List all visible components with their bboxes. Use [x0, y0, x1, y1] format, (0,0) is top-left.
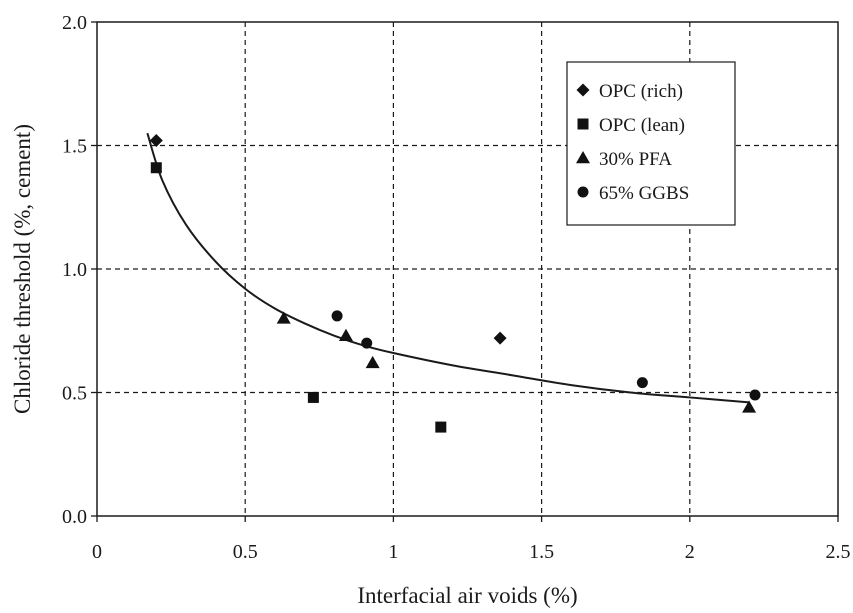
data-point-opc-rich — [149, 134, 163, 148]
data-point-65-ggbs — [361, 337, 373, 349]
legend-box — [566, 61, 736, 226]
y-tick-label: 1.5 — [62, 136, 87, 158]
y-axis-title: Chloride threshold (%, cement) — [10, 124, 35, 414]
x-tick-label: 1.5 — [529, 541, 554, 563]
legend-marker — [576, 151, 590, 164]
legend-label: OPC (rich) — [599, 81, 683, 102]
x-tick-label: 0.5 — [233, 541, 258, 563]
data-point-opc-lean — [150, 162, 162, 174]
y-tick-label: 1.0 — [62, 259, 87, 281]
y-tick-label: 0.0 — [62, 506, 87, 528]
legend-label: 30% PFA — [599, 149, 672, 170]
legend: OPC (rich) OPC (lean) 30% PFA 65% GGBS — [566, 61, 736, 226]
data-point-opc-lean — [435, 421, 447, 433]
data-point-30-pfa — [276, 311, 291, 324]
legend-label: 65% GGBS — [599, 183, 689, 204]
x-tick-label: 0 — [92, 541, 102, 563]
data-points — [149, 134, 761, 433]
legend-marker — [577, 186, 589, 198]
legend-marker — [577, 118, 589, 130]
x-tick-label: 1 — [388, 541, 398, 563]
data-point-30-pfa — [338, 328, 353, 341]
x-tick-label: 2 — [685, 541, 695, 563]
data-point-65-ggbs — [636, 377, 648, 389]
data-point-opc-lean — [307, 391, 319, 403]
x-axis-title: Interfacial air voids (%) — [357, 583, 577, 608]
x-tick-label: 2.5 — [826, 541, 851, 563]
data-point-30-pfa — [365, 355, 380, 369]
data-point-65-ggbs — [331, 310, 343, 322]
legend-label: OPC (lean) — [599, 115, 685, 136]
axis-ticks — [91, 21, 839, 522]
legend-items: OPC (rich) OPC (lean) 30% PFA 65% GGBS — [576, 81, 689, 204]
y-tick-label: 0.5 — [62, 383, 87, 405]
data-point-65-ggbs — [749, 389, 761, 401]
data-point-30-pfa — [742, 400, 757, 413]
axis-tick-labels: 0 0.5 1 1.5 2 2.5 0.0 0.5 1.0 1.5 2.0 — [62, 12, 851, 563]
y-tick-label: 2.0 — [62, 12, 87, 34]
data-point-opc-rich — [493, 331, 507, 345]
legend-marker — [576, 83, 590, 97]
